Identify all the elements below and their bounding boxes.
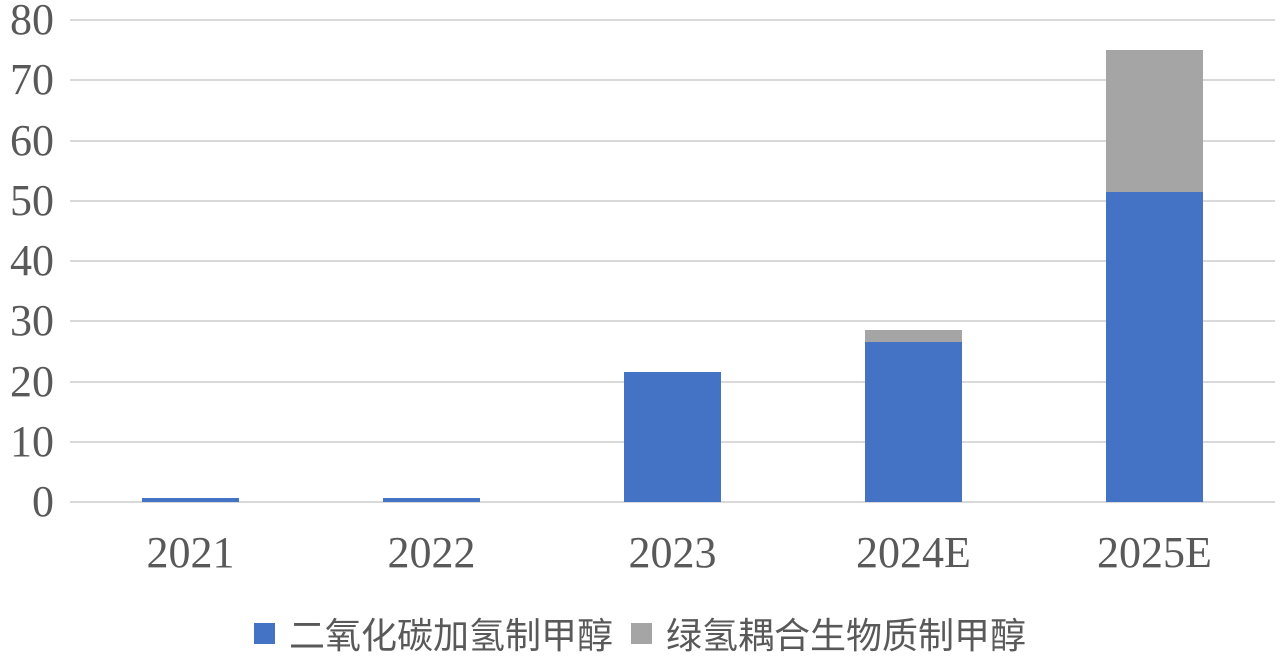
- y-tick-label: 70: [10, 55, 54, 105]
- gridline: [70, 320, 1275, 323]
- gridline: [70, 19, 1275, 21]
- bar-slot-2023: [552, 20, 793, 502]
- legend: 二氧化碳加氢制甲醇 绿氢耦合生物质制甲醇: [0, 612, 1280, 656]
- y-tick-label: 60: [10, 115, 54, 165]
- plot-area: [70, 19, 1275, 503]
- y-tick-label: 30: [10, 296, 54, 346]
- bar-slot-2025E: [1034, 20, 1275, 502]
- y-tick-label: 50: [10, 175, 54, 225]
- bar-slot-2021: [70, 20, 311, 502]
- bar-segment: [624, 372, 721, 502]
- gridline: [70, 79, 1275, 82]
- y-tick-label: 0: [32, 477, 54, 526]
- bar-slot-2022: [311, 20, 552, 502]
- bar-segment: [1106, 192, 1203, 502]
- y-tick-label: 40: [10, 236, 54, 285]
- legend-item: 绿氢耦合生物质制甲醇: [631, 607, 1026, 659]
- x-tick-label: 2021: [146, 528, 235, 577]
- legend-label: 绿氢耦合生物质制甲醇: [666, 616, 1027, 656]
- bar-segment: [1106, 50, 1203, 192]
- gridline: [70, 139, 1275, 142]
- bar-slot-2024E: [793, 20, 1034, 502]
- legend-label: 二氧化碳加氢制甲醇: [288, 616, 613, 656]
- x-tick-label: 2022: [387, 528, 476, 577]
- y-tick-label: 20: [10, 356, 54, 406]
- x-tick-label: 2024E: [856, 528, 971, 577]
- legend-swatch-icon: [631, 622, 652, 644]
- legend-swatch-icon: [253, 622, 275, 644]
- bar-segment: [383, 498, 480, 502]
- legend-item: 二氧化碳加氢制甲醇: [253, 607, 613, 659]
- gridline: [70, 260, 1275, 262]
- y-tick-label: 10: [10, 416, 54, 466]
- x-tick-label: 2023: [628, 528, 717, 577]
- gridline: [70, 501, 1275, 503]
- bar-segment: [142, 498, 239, 502]
- y-tick-label: 80: [10, 0, 54, 44]
- gridline: [70, 199, 1275, 202]
- bar-segment: [865, 342, 962, 502]
- bars-layer: [70, 20, 1275, 502]
- x-tick-label: 2025E: [1097, 528, 1212, 577]
- bar-segment: [865, 330, 962, 342]
